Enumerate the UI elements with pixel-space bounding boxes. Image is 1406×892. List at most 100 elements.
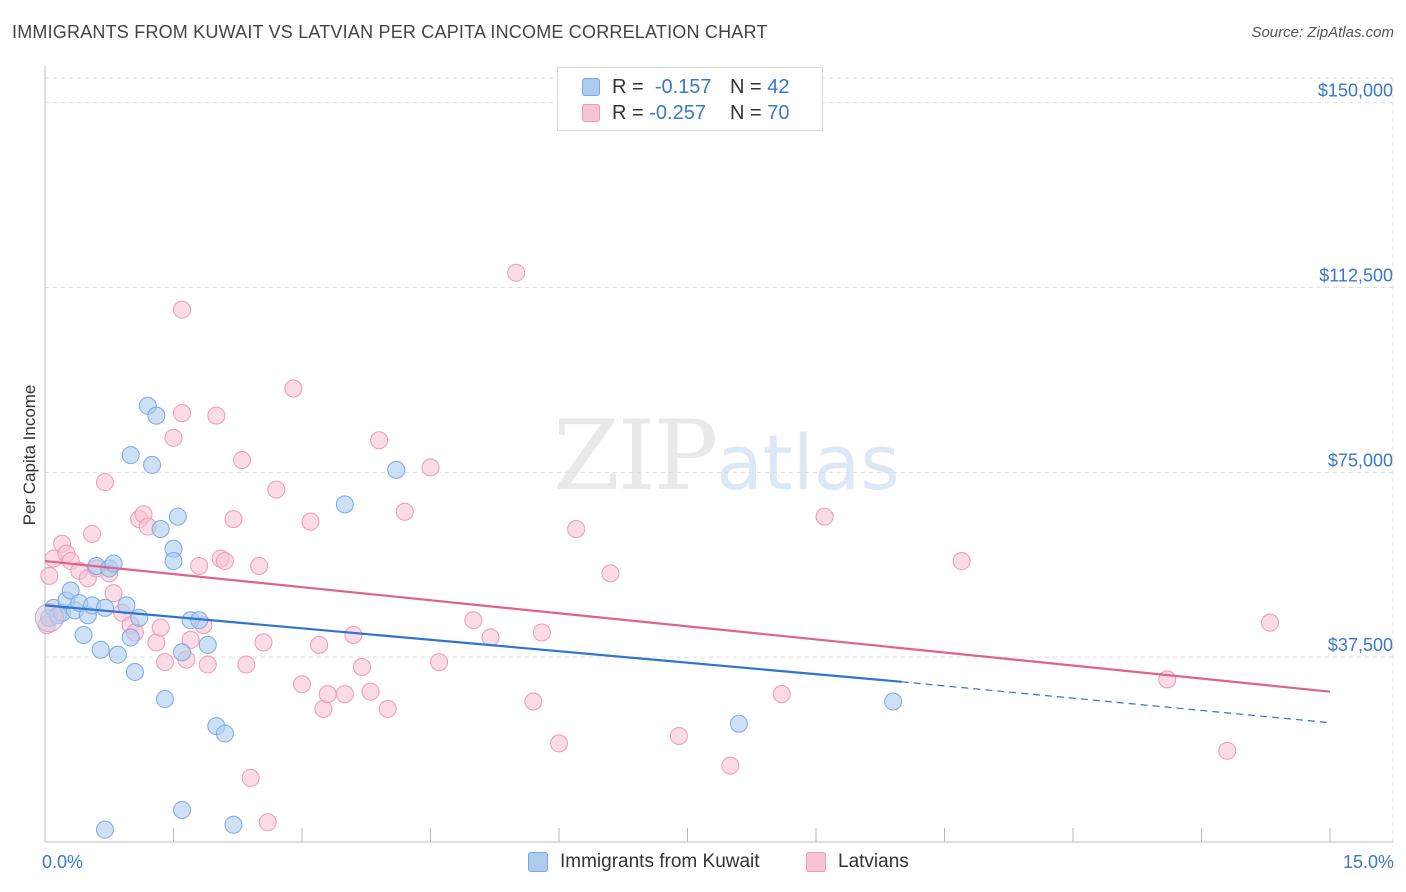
- latvian-point: [464, 611, 483, 630]
- kuwait-point: [884, 692, 903, 711]
- latvian-point: [361, 682, 380, 701]
- legend-item-kuwait: Immigrants from Kuwait: [528, 851, 760, 873]
- kuwait-point: [121, 628, 140, 647]
- y-tick-label: $75,000: [1328, 450, 1393, 470]
- correlation-legend: R = -0.157 N = 42 R = -0.257 N = 70: [557, 67, 823, 131]
- latvian-point: [173, 300, 192, 319]
- latvian-point: [335, 685, 354, 704]
- kuwait-trend-extension: [901, 681, 1331, 724]
- kuwait-point: [147, 406, 166, 425]
- latvian-point: [669, 727, 688, 746]
- kuwait-point: [151, 520, 170, 539]
- kuwait-point: [335, 495, 354, 514]
- latvian-point: [151, 618, 170, 637]
- latvian-point: [267, 480, 286, 499]
- legend-label-latvians: Latvians: [838, 851, 909, 872]
- latvian-point: [481, 628, 500, 647]
- x-tick-label-min: 0.0%: [42, 852, 84, 872]
- kuwait-point: [224, 815, 243, 834]
- latvian-point: [1261, 613, 1280, 632]
- watermark-zip: ZIP: [553, 400, 718, 512]
- chart-title: IMMIGRANTS FROM KUWAIT VS LATVIAN PER CA…: [12, 22, 768, 42]
- legend-row-latvians: R = -0.257 N = 70: [582, 102, 790, 124]
- latvian-point: [224, 510, 243, 529]
- legend-r-value: -0.257: [649, 101, 706, 124]
- legend-swatch-kuwait: [528, 852, 548, 872]
- latvian-point: [815, 507, 834, 526]
- latvian-point: [250, 556, 269, 575]
- latvian-point: [430, 653, 449, 672]
- y-tick-labels: $37,500 $75,000 $112,500 $150,000: [1318, 81, 1393, 656]
- latvian-point: [284, 379, 303, 398]
- latvian-trend-line: [44, 559, 1331, 693]
- source-credit: Source: ZipAtlas.com: [1251, 24, 1394, 41]
- latvian-point: [344, 625, 363, 644]
- legend-r-value: -0.157: [654, 75, 712, 98]
- kuwait-point: [121, 446, 140, 465]
- latvian-point: [173, 404, 192, 423]
- latvian-point: [507, 263, 526, 282]
- latvian-point: [524, 692, 543, 711]
- kuwait-trend-line: [44, 604, 902, 683]
- legend-n-label: N =: [730, 101, 762, 124]
- kuwait-point: [130, 608, 149, 627]
- latvian-point: [254, 633, 273, 652]
- kuwait-point: [125, 662, 144, 681]
- kuwait-point: [164, 552, 183, 571]
- latvian-point: [241, 768, 260, 787]
- latvian-point: [721, 756, 740, 775]
- legend-label-kuwait: Immigrants from Kuwait: [560, 851, 760, 872]
- latvian-point: [95, 473, 114, 492]
- kuwait-point: [155, 690, 174, 709]
- kuwait-point: [108, 645, 127, 664]
- latvian-point: [310, 635, 329, 654]
- kuwait-point: [198, 635, 217, 654]
- y-axis-label: Per Capita Income: [20, 384, 39, 526]
- latvian-point: [601, 564, 620, 583]
- latvian-point: [233, 451, 252, 469]
- legend-n-label: N =: [730, 75, 762, 98]
- trend-lines: [44, 559, 1331, 724]
- latvian-point: [181, 630, 200, 649]
- latvian-point: [293, 675, 311, 694]
- latvian-point: [301, 512, 320, 531]
- latvian-point: [395, 502, 414, 521]
- latvian-point: [190, 556, 209, 575]
- legend-item-latvians: Latvians: [806, 851, 909, 873]
- kuwait-point: [215, 724, 234, 743]
- latvian-point: [258, 813, 277, 832]
- latvian-point: [198, 655, 217, 674]
- latvian-point: [421, 458, 440, 477]
- kuwait-point: [91, 640, 110, 659]
- latvian-point: [370, 431, 389, 450]
- kuwait-point: [74, 625, 93, 644]
- data-points: [34, 263, 1280, 839]
- kuwait-point: [729, 714, 748, 733]
- latvian-point: [532, 623, 551, 642]
- kuwait-point: [173, 800, 192, 819]
- kuwait-point: [168, 507, 187, 526]
- y-tick-label: $112,500: [1319, 265, 1393, 285]
- legend-n-value: 42: [767, 75, 790, 98]
- latvian-point: [83, 524, 102, 543]
- latvian-point: [550, 734, 568, 753]
- legend-n-value: 70: [767, 101, 790, 124]
- latvian-point: [352, 658, 371, 677]
- watermark: ZIPatlas: [553, 400, 900, 512]
- legend-r-label: R =: [612, 101, 644, 124]
- legend-r-label: R =: [612, 75, 644, 98]
- latvian-point: [378, 699, 397, 718]
- latvian-point: [318, 685, 337, 704]
- legend-swatch-latvians: [806, 852, 826, 872]
- latvian-point: [952, 552, 971, 571]
- series-legend: Immigrants from Kuwait Latvians: [0, 851, 1406, 879]
- kuwait-point: [173, 643, 192, 662]
- legend-row-kuwait: R = -0.157 N = 42: [582, 76, 790, 98]
- latvian-point: [155, 653, 174, 672]
- kuwait-point: [117, 596, 136, 615]
- latvian-point: [1218, 741, 1237, 760]
- kuwait-point: [387, 460, 406, 479]
- kuwait-point: [143, 455, 162, 474]
- latvian-point: [40, 566, 59, 585]
